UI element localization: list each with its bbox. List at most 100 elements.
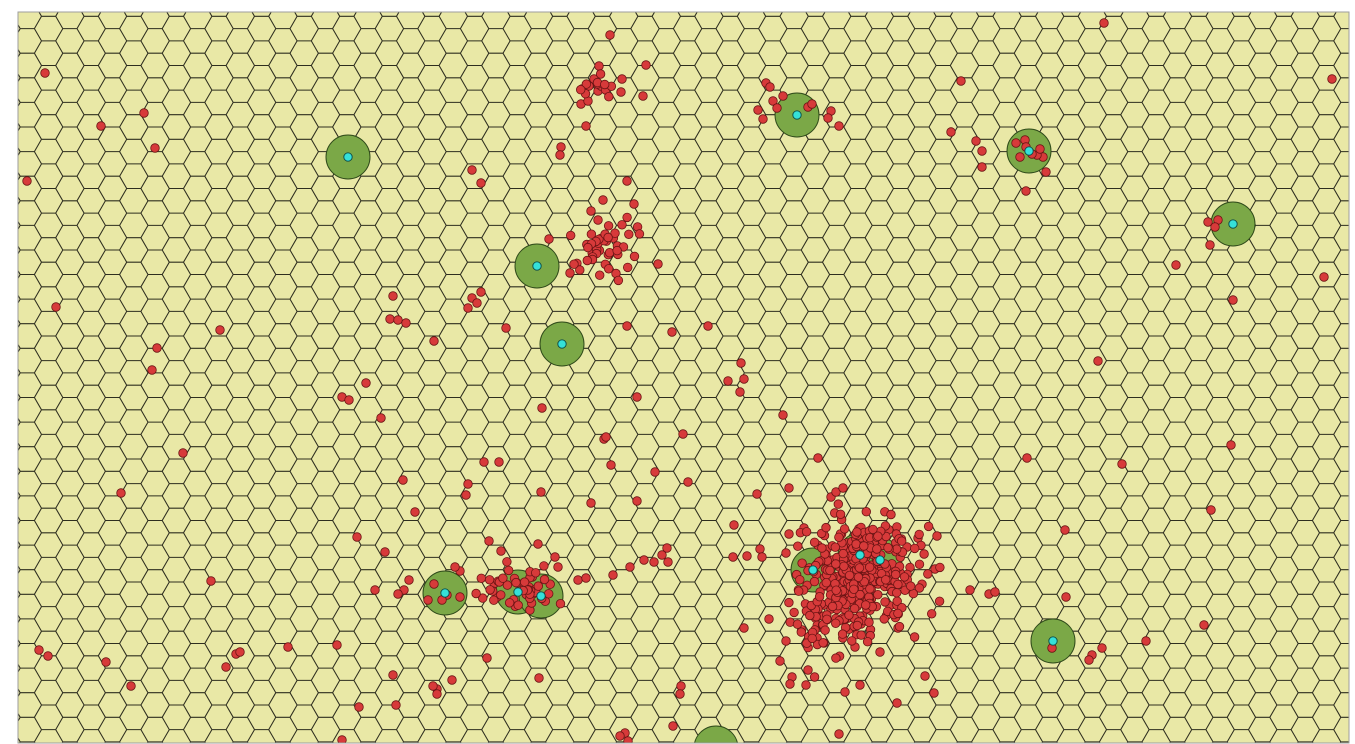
incident-point xyxy=(1015,152,1025,162)
incident-point xyxy=(663,557,673,567)
incident-point xyxy=(825,565,835,576)
incident-point xyxy=(834,121,844,131)
incident-point xyxy=(784,597,794,608)
incident-point xyxy=(855,589,865,600)
incident-point xyxy=(809,672,820,682)
incident-point xyxy=(861,600,871,610)
incident-point xyxy=(639,555,649,565)
incident-point xyxy=(839,524,850,534)
incident-point xyxy=(471,588,481,599)
incident-point xyxy=(450,562,460,572)
incident-point xyxy=(971,136,981,146)
incident-point xyxy=(675,689,685,699)
incident-point xyxy=(833,499,844,509)
incident-point xyxy=(1171,260,1181,270)
incident-point xyxy=(604,264,614,274)
incident-point xyxy=(581,573,591,583)
incident-point xyxy=(593,215,603,225)
incident-point xyxy=(43,651,53,661)
incident-point xyxy=(792,619,803,629)
incident-point xyxy=(610,228,620,238)
incident-point xyxy=(818,638,828,648)
incident-point xyxy=(765,82,775,92)
incident-point xyxy=(739,623,749,633)
incident-point xyxy=(629,199,639,209)
incident-point xyxy=(147,365,157,375)
incident-point xyxy=(861,507,872,517)
incident-point xyxy=(605,30,615,40)
incident-point xyxy=(601,432,611,442)
incident-point xyxy=(632,496,642,506)
incident-point xyxy=(502,557,512,567)
incident-point xyxy=(476,287,486,297)
incident-point xyxy=(361,378,371,388)
incident-point xyxy=(814,592,825,602)
incident-point xyxy=(638,91,648,101)
incident-point xyxy=(625,562,635,572)
incident-point xyxy=(809,576,820,587)
incident-point xyxy=(1093,356,1103,366)
incident-point xyxy=(865,562,875,572)
incident-point xyxy=(854,563,865,573)
incident-point xyxy=(820,625,830,635)
site-buffer xyxy=(694,725,738,743)
incident-point xyxy=(929,688,939,698)
incident-point xyxy=(22,176,32,186)
incident-point xyxy=(595,69,606,79)
incident-point xyxy=(604,91,614,102)
incident-point xyxy=(502,580,513,590)
incident-point xyxy=(586,229,597,239)
incident-point xyxy=(152,343,162,353)
incident-point xyxy=(789,607,799,618)
site-point xyxy=(513,587,523,597)
incident-point xyxy=(755,544,765,554)
incident-point xyxy=(831,487,841,497)
incident-point xyxy=(632,392,642,402)
incident-point xyxy=(856,630,866,640)
incident-point xyxy=(847,636,857,646)
incident-point xyxy=(793,541,803,551)
incident-point xyxy=(613,275,624,286)
incident-point xyxy=(539,561,549,571)
incident-point xyxy=(354,702,364,712)
incident-point xyxy=(573,575,583,585)
incident-point xyxy=(606,460,616,470)
incident-point xyxy=(834,729,844,739)
incident-point xyxy=(838,548,848,559)
incident-point xyxy=(1097,643,1107,653)
incident-point xyxy=(489,595,499,605)
incident-point xyxy=(622,176,632,186)
incident-point xyxy=(703,321,713,331)
site-point xyxy=(440,588,450,598)
incident-point xyxy=(801,680,811,690)
incident-point xyxy=(742,551,752,561)
incident-point xyxy=(594,61,604,71)
incident-point xyxy=(641,60,651,70)
incident-point xyxy=(101,657,111,667)
incident-point xyxy=(977,146,987,156)
incident-point xyxy=(401,318,411,328)
incident-point xyxy=(859,541,869,551)
site-point xyxy=(808,565,818,575)
incident-point xyxy=(344,395,354,405)
site-point xyxy=(855,550,865,560)
incident-point xyxy=(752,489,762,499)
incident-point xyxy=(476,573,487,584)
incident-point xyxy=(855,680,865,690)
incident-point xyxy=(423,595,433,605)
incident-point xyxy=(1011,138,1021,148)
incident-point xyxy=(914,583,925,593)
incident-point xyxy=(831,653,841,663)
incident-point xyxy=(553,562,563,572)
incident-point xyxy=(821,578,832,588)
incident-point xyxy=(822,614,832,625)
incident-point xyxy=(370,585,380,595)
incident-point xyxy=(504,565,514,576)
incident-point xyxy=(479,457,489,467)
incident-point xyxy=(1084,655,1094,665)
incident-point xyxy=(513,600,523,610)
site-point xyxy=(1228,219,1238,229)
incident-point xyxy=(283,642,293,652)
